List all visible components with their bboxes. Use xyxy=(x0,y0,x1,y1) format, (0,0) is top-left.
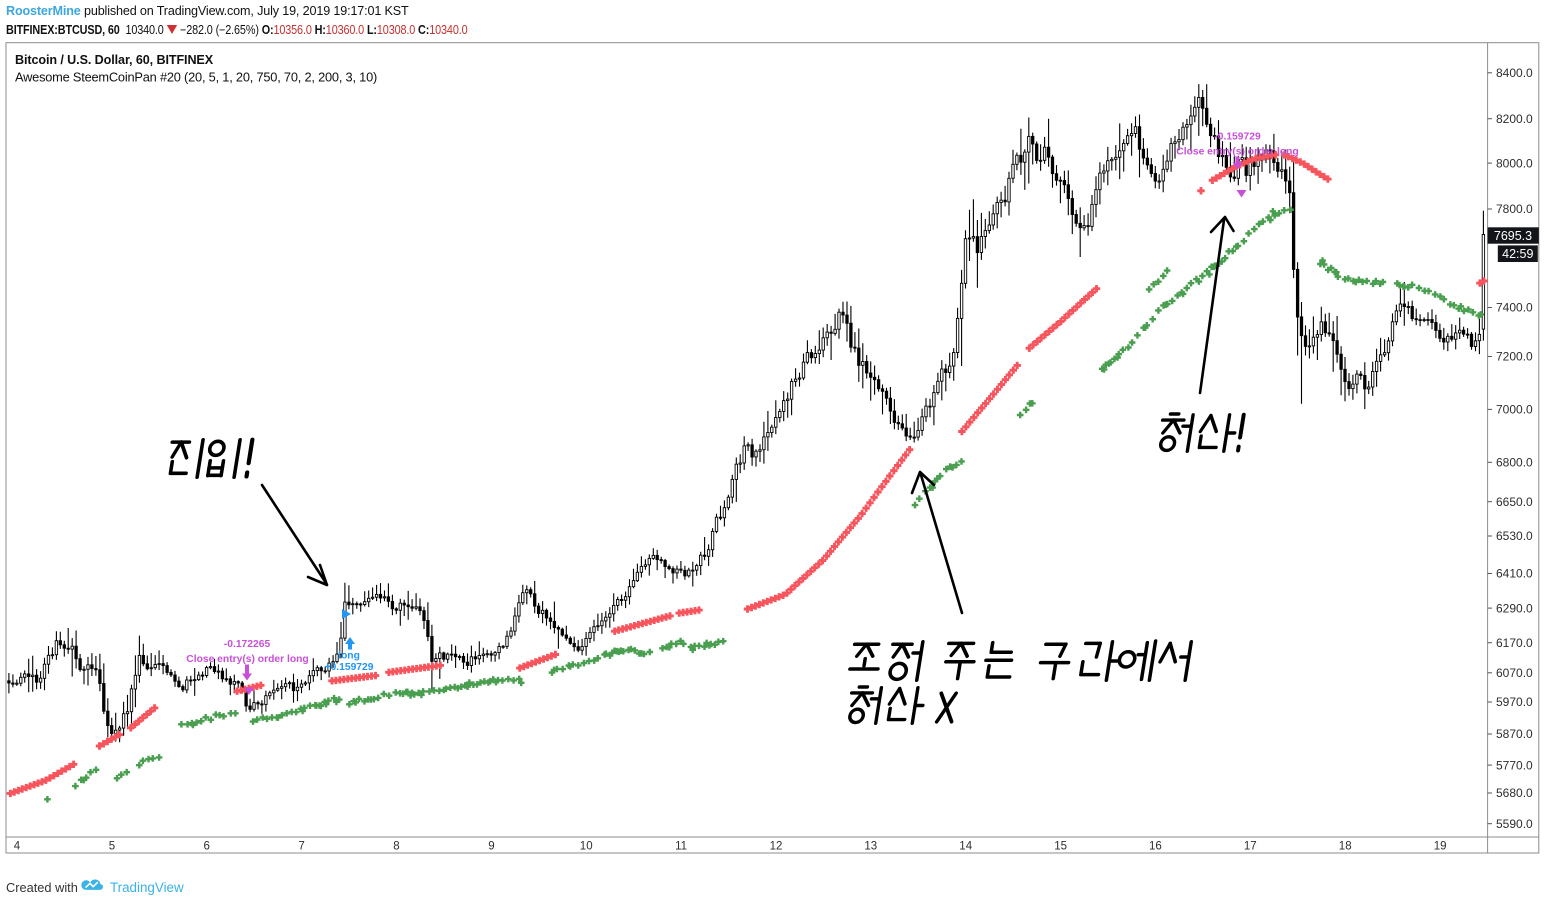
svg-text:7800.0: 7800.0 xyxy=(1496,202,1533,216)
svg-text:5680.0: 5680.0 xyxy=(1496,786,1533,800)
svg-text:12: 12 xyxy=(770,841,783,853)
svg-text:6290.0: 6290.0 xyxy=(1496,601,1533,615)
svg-text:5: 5 xyxy=(109,841,115,853)
svg-text:5870.0: 5870.0 xyxy=(1496,727,1533,741)
svg-text:5590.0: 5590.0 xyxy=(1496,817,1533,831)
svg-text:9: 9 xyxy=(488,841,494,853)
svg-text:8200.0: 8200.0 xyxy=(1496,112,1533,126)
svg-text:7400.0: 7400.0 xyxy=(1496,301,1533,315)
svg-text:-0.172265: -0.172265 xyxy=(224,639,271,650)
svg-text:13: 13 xyxy=(864,841,877,853)
svg-text:7: 7 xyxy=(298,841,304,853)
svg-text:5970.0: 5970.0 xyxy=(1496,695,1533,709)
svg-text:7695.3: 7695.3 xyxy=(1494,229,1532,243)
svg-text:+0.159729: +0.159729 xyxy=(325,662,374,673)
svg-text:6070.0: 6070.0 xyxy=(1496,666,1533,680)
svg-text:42:59: 42:59 xyxy=(1502,247,1533,261)
svg-text:6410.0: 6410.0 xyxy=(1496,567,1533,581)
svg-text:7000.0: 7000.0 xyxy=(1496,403,1533,417)
svg-text:6650.0: 6650.0 xyxy=(1496,495,1533,509)
svg-text:Awesome SteemCoinPan #20 (20,: Awesome SteemCoinPan #20 (20, 5, 1, 20, … xyxy=(15,70,377,85)
svg-text:4: 4 xyxy=(14,841,21,853)
svg-text:16: 16 xyxy=(1149,841,1162,853)
svg-text:long: long xyxy=(338,651,360,662)
svg-text:18: 18 xyxy=(1339,841,1352,853)
svg-text:Close entry(s) order long: Close entry(s) order long xyxy=(186,654,308,665)
svg-text:17: 17 xyxy=(1244,841,1257,853)
svg-text:5770.0: 5770.0 xyxy=(1496,758,1533,772)
svg-text:6800.0: 6800.0 xyxy=(1496,456,1533,470)
svg-text:10: 10 xyxy=(580,841,593,853)
svg-text:8000.0: 8000.0 xyxy=(1496,156,1533,170)
svg-text:8: 8 xyxy=(393,841,399,853)
svg-text:Close entry(s) order long: Close entry(s) order long xyxy=(1176,147,1298,158)
svg-text:11: 11 xyxy=(675,841,687,853)
svg-text:8400.0: 8400.0 xyxy=(1496,66,1533,80)
svg-text:-0.159729: -0.159729 xyxy=(1214,132,1261,143)
svg-text:15: 15 xyxy=(1054,841,1067,853)
svg-text:6: 6 xyxy=(203,841,209,853)
svg-text:6170.0: 6170.0 xyxy=(1496,636,1533,650)
svg-text:7200.0: 7200.0 xyxy=(1496,350,1533,364)
svg-text:19: 19 xyxy=(1434,841,1447,853)
svg-text:Bitcoin / U.S. Dollar, 60, BIT: Bitcoin / U.S. Dollar, 60, BITFINEX xyxy=(15,53,214,67)
svg-text:14: 14 xyxy=(959,841,972,853)
svg-text:6530.0: 6530.0 xyxy=(1496,529,1533,543)
